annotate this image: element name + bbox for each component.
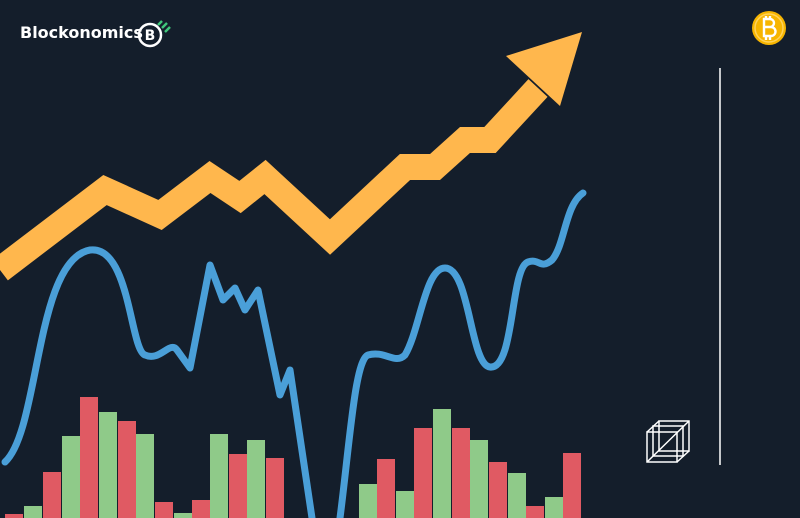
bitcoin-symbol	[762, 16, 777, 40]
bar	[80, 397, 98, 518]
bar	[174, 513, 192, 518]
cube-face	[652, 425, 684, 457]
logo-ring	[137, 22, 163, 48]
trend-line	[1, 189, 587, 518]
bar	[118, 421, 136, 518]
arrow-head	[506, 32, 582, 106]
brand-name: Blockonomics	[20, 23, 143, 42]
bar	[526, 506, 544, 518]
bar	[359, 484, 377, 518]
logo-tick	[161, 22, 168, 29]
brand-logo: B	[137, 20, 171, 48]
logo-letter: B	[145, 28, 156, 44]
bar	[414, 428, 432, 518]
bar-group	[5, 397, 581, 518]
bar	[266, 458, 284, 518]
bar	[545, 497, 563, 518]
bar	[508, 473, 526, 518]
bitcoin-icon	[752, 11, 786, 45]
bar	[155, 502, 173, 518]
cube-icon	[646, 420, 690, 463]
cube-face	[646, 431, 678, 463]
bar	[229, 454, 247, 518]
bar	[377, 459, 395, 518]
cube-face	[658, 420, 690, 452]
bar	[43, 472, 61, 518]
logo-tick	[157, 20, 163, 26]
bar	[210, 434, 228, 518]
bar	[24, 506, 42, 518]
bar	[5, 514, 23, 518]
bar	[136, 434, 154, 518]
bar	[452, 428, 470, 518]
bar	[62, 436, 80, 518]
cube-edge	[646, 420, 660, 433]
bar	[470, 440, 488, 518]
bar	[563, 453, 581, 518]
bar	[192, 500, 210, 518]
cube-edge	[646, 420, 690, 463]
bar	[396, 491, 414, 518]
bar	[433, 409, 451, 518]
cube-edge	[676, 450, 690, 463]
logo-tick	[164, 26, 171, 33]
bitcoin-rim	[754, 13, 784, 43]
bar	[247, 440, 265, 518]
growth-arrow	[0, 79, 548, 281]
bar	[489, 462, 507, 518]
bar	[99, 412, 117, 518]
